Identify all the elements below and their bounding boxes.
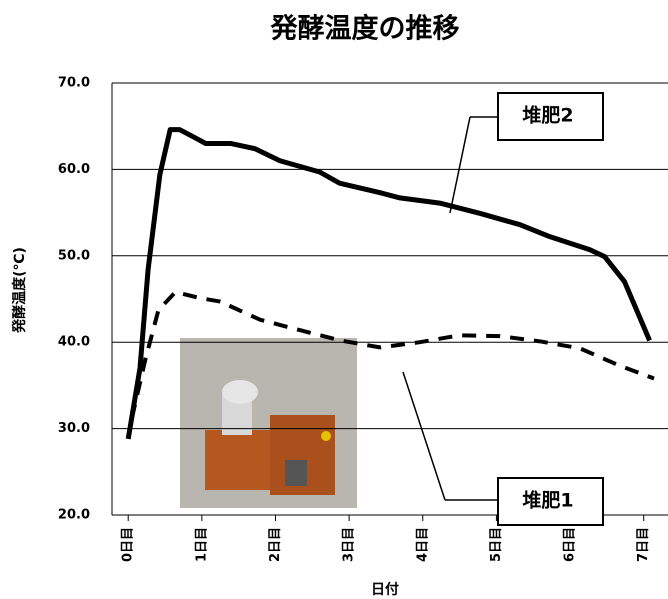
- y-tick-label: 20.0: [58, 508, 90, 523]
- legend-label: 堆肥2: [522, 104, 573, 127]
- x-tick-label: 0日目: [121, 527, 136, 562]
- y-axis-label: 発酵温度(℃): [11, 247, 28, 334]
- x-tick-label: 7日目: [636, 527, 651, 562]
- x-tick-label: 1日目: [194, 527, 209, 562]
- y-tick-label: 70.0: [58, 76, 90, 91]
- legend-label: 堆肥1: [522, 489, 573, 512]
- x-tick-label: 5日目: [489, 527, 504, 562]
- y-tick-label: 50.0: [58, 248, 90, 263]
- series-line: [129, 290, 655, 419]
- legend-box: [497, 92, 604, 141]
- photo: [180, 338, 357, 508]
- callout-line: [402, 371, 446, 501]
- legend-box: [497, 477, 604, 526]
- x-tick-label: 4日目: [415, 527, 430, 562]
- x-tick-label: 3日目: [342, 527, 357, 562]
- x-tick-label: 6日目: [563, 527, 578, 562]
- series-line: [125, 127, 652, 440]
- callout-line: [449, 116, 471, 214]
- y-tick-label: 60.0: [58, 162, 90, 177]
- y-tick-label: 30.0: [58, 421, 90, 436]
- chart-title: 発酵温度の推移: [270, 13, 460, 45]
- y-tick-label: 40.0: [58, 335, 90, 350]
- x-axis-label: 日付: [371, 581, 399, 598]
- x-tick-label: 2日目: [268, 527, 283, 562]
